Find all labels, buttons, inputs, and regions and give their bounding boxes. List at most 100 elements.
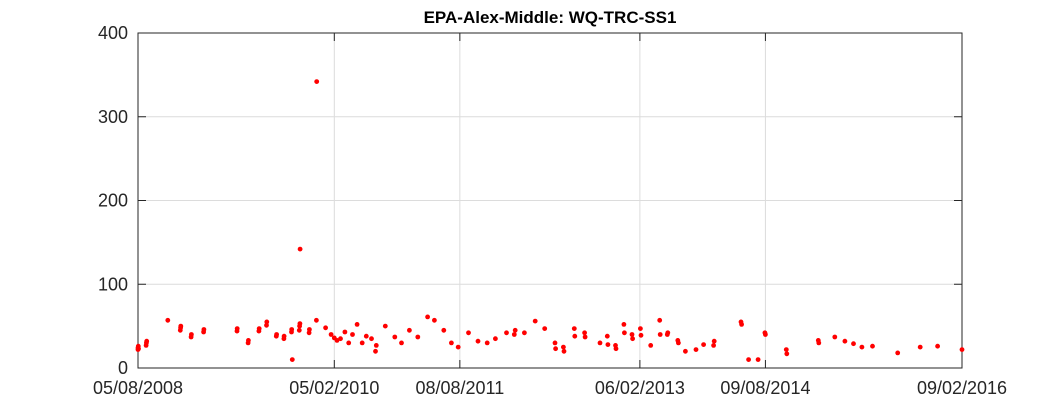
data-point bbox=[314, 79, 320, 84]
data-point bbox=[246, 338, 251, 343]
data-point bbox=[373, 343, 379, 348]
x-tick-label: 09/08/2014 bbox=[720, 378, 810, 398]
data-point bbox=[296, 327, 302, 333]
data-point bbox=[466, 330, 471, 336]
data-point bbox=[711, 343, 716, 348]
data-point bbox=[605, 342, 611, 347]
y-tick-label: 300 bbox=[98, 107, 128, 127]
data-point bbox=[561, 348, 567, 354]
data-point bbox=[571, 326, 577, 331]
data-point bbox=[441, 327, 447, 333]
data-point bbox=[561, 344, 566, 350]
x-tick-label: 08/08/2011 bbox=[415, 378, 504, 398]
data-point bbox=[895, 350, 901, 356]
data-point bbox=[701, 342, 706, 347]
y-tick-label: 400 bbox=[98, 23, 128, 43]
data-point bbox=[755, 357, 761, 362]
data-point bbox=[582, 334, 588, 340]
data-point bbox=[256, 326, 262, 331]
data-point bbox=[475, 338, 481, 344]
data-point bbox=[621, 322, 627, 327]
data-point bbox=[392, 334, 398, 340]
data-point bbox=[512, 327, 518, 333]
data-point bbox=[297, 246, 303, 252]
data-point bbox=[711, 338, 717, 344]
data-point bbox=[504, 330, 509, 336]
data-point bbox=[350, 332, 355, 337]
data-point bbox=[676, 340, 681, 346]
data-point bbox=[136, 346, 141, 352]
data-point bbox=[289, 327, 295, 332]
data-point bbox=[511, 332, 517, 337]
x-tick-label: 06/02/2013 bbox=[595, 378, 685, 398]
grid-layer bbox=[137, 32, 963, 369]
data-point bbox=[189, 332, 194, 337]
y-tick-label: 0 bbox=[118, 358, 128, 378]
data-point bbox=[281, 333, 287, 339]
data-point bbox=[604, 333, 610, 339]
data-point bbox=[739, 322, 744, 327]
data-point bbox=[851, 341, 856, 347]
data-point bbox=[532, 318, 538, 324]
data-point bbox=[323, 325, 328, 331]
data-point bbox=[657, 332, 663, 337]
data-point bbox=[542, 326, 548, 331]
plot-area-frame bbox=[137, 32, 963, 369]
data-point bbox=[399, 340, 404, 346]
x-tick-label: 09/02/2016 bbox=[917, 378, 1007, 398]
data-point bbox=[613, 346, 619, 352]
data-point bbox=[432, 317, 437, 323]
data-point bbox=[552, 340, 558, 346]
data-point bbox=[522, 330, 527, 336]
y-tick-label: 200 bbox=[98, 191, 128, 211]
x-tick-label: 05/08/2008 bbox=[93, 378, 183, 398]
data-point bbox=[832, 334, 838, 340]
data-point bbox=[622, 330, 627, 336]
data-point bbox=[314, 317, 319, 323]
data-point bbox=[382, 323, 388, 329]
data-point bbox=[449, 340, 454, 346]
chart-title: EPA-Alex-Middle: WQ-TRC-SS1 bbox=[424, 8, 677, 27]
data-point bbox=[328, 332, 334, 337]
data-point bbox=[917, 344, 923, 350]
data-point bbox=[783, 347, 789, 352]
data-point bbox=[842, 338, 848, 344]
data-point bbox=[484, 340, 490, 346]
data-point bbox=[264, 319, 270, 325]
data-point bbox=[369, 336, 374, 342]
data-point bbox=[346, 340, 352, 346]
data-point bbox=[338, 336, 343, 342]
data-point bbox=[234, 326, 240, 331]
data-point bbox=[359, 340, 365, 346]
data-point bbox=[597, 340, 603, 346]
data-point bbox=[638, 332, 644, 338]
data-point bbox=[493, 336, 498, 342]
data-point bbox=[274, 332, 279, 337]
data-point bbox=[297, 321, 303, 326]
data-point bbox=[683, 348, 688, 354]
data-point bbox=[289, 357, 295, 362]
data-point bbox=[648, 343, 654, 348]
y-tick-label: 100 bbox=[98, 274, 128, 294]
data-points bbox=[135, 79, 965, 362]
data-point bbox=[816, 340, 822, 346]
data-point bbox=[629, 332, 635, 337]
data-point bbox=[373, 348, 378, 354]
data-point bbox=[870, 343, 875, 349]
data-point bbox=[935, 343, 940, 349]
data-point bbox=[144, 338, 150, 344]
data-point bbox=[307, 327, 312, 332]
data-point bbox=[415, 334, 421, 340]
data-point bbox=[553, 346, 558, 352]
x-tick-label: 05/02/2010 bbox=[289, 378, 379, 398]
data-point bbox=[959, 347, 965, 352]
data-point bbox=[763, 332, 768, 337]
data-point bbox=[582, 330, 587, 336]
data-point bbox=[455, 344, 461, 350]
data-point bbox=[165, 317, 171, 323]
data-point bbox=[572, 333, 578, 339]
data-point bbox=[178, 323, 184, 329]
data-point bbox=[859, 344, 865, 350]
data-point bbox=[665, 330, 671, 336]
axes: 05/08/2008 05/02/2010 08/08/2011 06/02/2013… bbox=[93, 23, 1007, 398]
